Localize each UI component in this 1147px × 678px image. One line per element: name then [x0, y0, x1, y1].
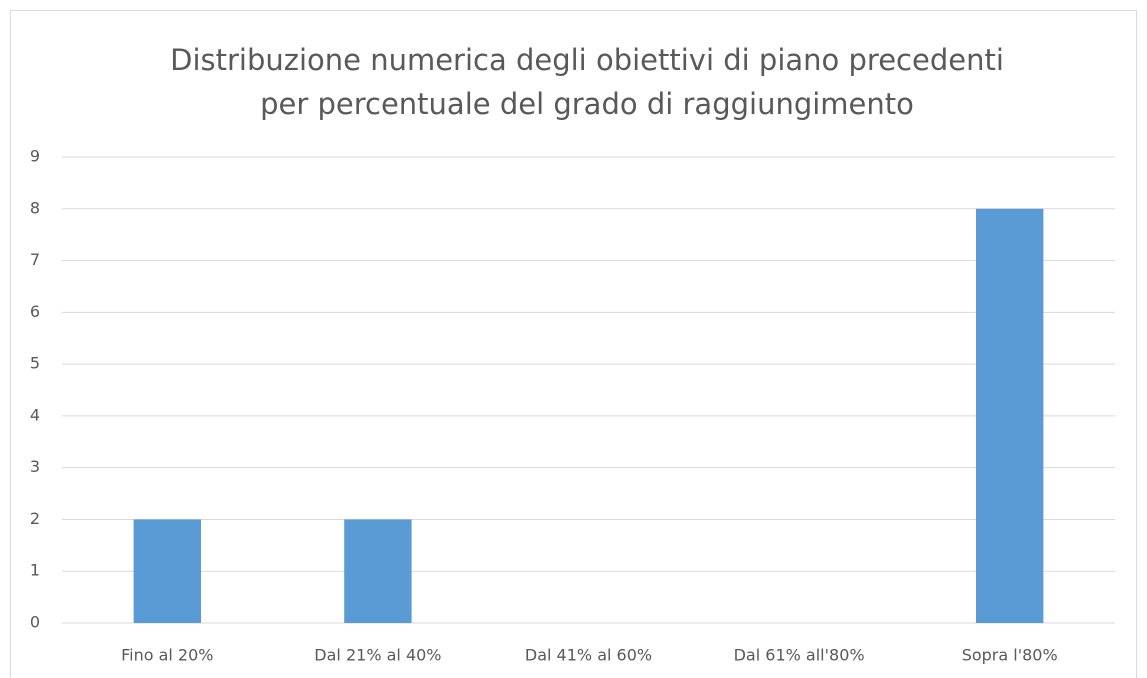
y-tick-label: 8 — [30, 198, 40, 217]
x-tick-label: Dal 41% al 60% — [525, 646, 652, 665]
x-tick-label: Fino al 20% — [121, 646, 213, 665]
chart-title: per percentuale del grado di raggiungime… — [260, 87, 914, 121]
y-tick-label: 9 — [30, 147, 40, 166]
x-tick-label: Dal 21% al 40% — [314, 646, 441, 665]
y-tick-label: 2 — [30, 509, 40, 528]
bar — [133, 519, 201, 623]
x-tick-label: Sopra l'80% — [962, 646, 1058, 665]
bar — [976, 208, 1044, 623]
y-tick-label: 6 — [30, 302, 40, 321]
bar — [344, 519, 412, 623]
y-tick-label: 3 — [30, 457, 40, 476]
y-tick-label: 7 — [30, 250, 40, 269]
chart-title: Distribuzione numerica degli obiettivi d… — [170, 43, 1004, 77]
y-tick-label: 1 — [30, 561, 40, 580]
y-tick-label: 0 — [30, 613, 40, 632]
x-tick-label: Dal 61% all'80% — [734, 646, 865, 665]
y-tick-label: 5 — [30, 354, 40, 373]
y-tick-label: 4 — [30, 405, 40, 424]
